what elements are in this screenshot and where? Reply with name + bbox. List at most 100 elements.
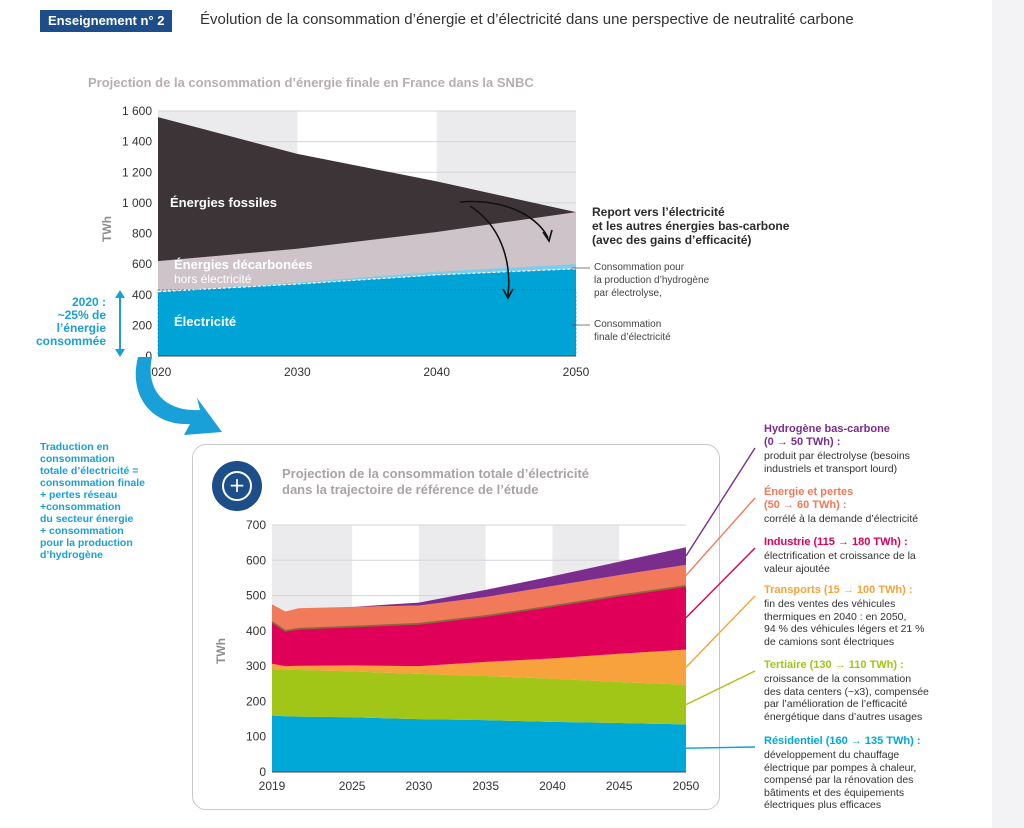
left-note-line: consommée: [35, 334, 106, 348]
note-line: consommation: [40, 453, 115, 465]
legend-desc-line: électrique par pompes à chaleur,: [764, 761, 917, 774]
legend-desc-line: corrélé à la demande d’électricité: [764, 513, 919, 525]
chart1-y-tick: 1 200: [122, 165, 152, 179]
note-line: pour la production: [40, 537, 133, 549]
note-line: + consommation: [40, 525, 124, 537]
chart2-y-tick: 500: [246, 589, 266, 603]
legend-desc-line: valeur ajoutée: [764, 562, 830, 575]
note-line: Traduction en: [40, 441, 109, 453]
legend-desc-line: des data centers (~x3), compensée: [764, 685, 929, 698]
chart1-x-tick: 2050: [563, 365, 590, 379]
legend-leader-3: [685, 595, 756, 668]
legend-title: Transports (15 → 100 TWh) :: [764, 584, 913, 597]
label-electricite: Électricité: [174, 314, 237, 329]
chart2-area-Énergie et pertes: [272, 564, 686, 631]
legend-title-line: (50 → 60 TWh) :: [764, 499, 847, 511]
legend-desc-line: fin des ventes des véhicules: [764, 598, 896, 610]
chart2-x-tick: 2019: [259, 779, 286, 793]
chart1-left-note: 2020 : ~25% de l’énergie consommée: [20, 296, 106, 348]
legend-desc-line: croissance de la consommation: [764, 673, 912, 685]
chart1-y-tick: 1 600: [122, 104, 152, 118]
legend-title: Tertiaire (130 → 110 TWh) :: [764, 659, 904, 672]
chart1-y-tick: 0: [145, 349, 152, 363]
chart2-title-line: Projection de la consommation totale d’é…: [282, 466, 590, 481]
annotation-report: Report vers l’électricité et les autres …: [592, 205, 789, 247]
chart2-x-tick: 2030: [406, 779, 433, 793]
legend-desc-line: thermiques en 2040 : en 2050,: [764, 610, 907, 623]
left-note-line: l’énergie: [56, 321, 106, 335]
chart2-x-tick: 2035: [472, 779, 499, 793]
annotation-line: Report vers l’électricité: [592, 205, 725, 219]
legend-leader-2: [685, 547, 756, 619]
legend-desc: développement du chauffage électrique par…: [764, 749, 916, 812]
chart2-area-Industrie: [272, 586, 686, 667]
legend-leader-4: [685, 670, 756, 706]
chart2-x-tick: 2025: [339, 779, 366, 793]
legend-title-line: Industrie (115 → 180 TWh) :: [764, 536, 908, 548]
chart2-y-tick: 700: [246, 518, 266, 532]
annotation-line: finale d’électricité: [594, 332, 671, 343]
chart1-y-tick: 200: [132, 318, 152, 332]
note-line: consommation finale: [40, 477, 146, 489]
legend-desc-line: électrification et croissance de la: [764, 550, 916, 562]
legend-desc: fin des ventes des véhicules thermiques e…: [764, 598, 925, 648]
legend-title: Industrie (115 → 180 TWh) :: [764, 536, 908, 549]
chart1-y-tick: 600: [132, 257, 152, 271]
chart2-area-Résidentiel: [272, 715, 686, 772]
chart1-x-tick: 2020: [145, 365, 172, 379]
chart2-title-line: dans la trajectoire de référence de l’ét…: [282, 482, 539, 497]
legend-title-line: Résidentiel (160 → 135 TWh) :: [764, 735, 921, 747]
legend-desc-line: énergétique dans d’autres usages: [764, 710, 923, 723]
chart1-y-tick: 400: [132, 288, 152, 302]
note-line: totale d’électricité =: [40, 465, 139, 477]
legend-desc-line: industriels et transport lourd): [764, 462, 898, 475]
arrow-head-2: [502, 288, 514, 300]
note-line: d’hydrogène: [40, 549, 104, 561]
page-edge-strip: [992, 0, 1024, 828]
legend-title: Énergie et pertes (50 → 60 TWh) :: [764, 486, 853, 512]
legend-desc: corrélé à la demande d’électricité: [764, 513, 918, 526]
chart2-left-note: Traduction en consommation totale d’élec…: [40, 441, 145, 561]
left-note-line: 2020 :: [71, 295, 106, 309]
chart2-y-tick: 100: [246, 730, 266, 744]
chart1-x-tick: 2030: [284, 365, 311, 379]
chart2-industrie-line: [271, 585, 687, 632]
legend-leader-1: [685, 497, 756, 576]
label-decarbonees: Énergies décarbonées: [174, 257, 313, 272]
legend-title: Résidentiel (160 → 135 TWh) :: [764, 735, 920, 748]
chart2-y-tick: 600: [246, 553, 266, 567]
zoom-button[interactable]: +: [212, 461, 262, 511]
legend-desc: produit par électrolyse (besoins industri…: [764, 450, 910, 475]
legend-title: Hydrogène bas-carbone (0 → 50 TWh) :: [764, 423, 890, 449]
chart2-title: Projection de la consommation totale d’é…: [282, 466, 589, 498]
label-fossiles: Énergies fossiles: [170, 195, 277, 210]
lesson-badge: Enseignement n° 2: [40, 10, 173, 32]
chart1-y-tick: 800: [132, 227, 152, 241]
chart2-x-tick: 2050: [673, 779, 700, 793]
chart1-y-tick: 1 000: [122, 196, 152, 210]
label-hors-electricite: hors électricité: [174, 272, 252, 286]
annotation-line: par électrolyse,: [594, 288, 662, 299]
chart2-y-tick: 0: [259, 765, 266, 779]
legend-title-line: Énergie et pertes: [764, 486, 854, 498]
annotation-line: (avec des gains d’efficacité): [592, 233, 752, 247]
legend-desc-line: bâtiments et des équipements: [764, 786, 905, 799]
chart2-x-tick: 2040: [539, 779, 566, 793]
left-bracket-down: [115, 349, 125, 357]
chart2-y-tick: 200: [246, 694, 266, 708]
chart2-y-tick: 400: [246, 624, 266, 638]
legend-desc-line: développement du chauffage: [764, 749, 900, 761]
legend-title-line: Transports (15 → 100 TWh) :: [764, 584, 913, 596]
chart1-area-hydrogene: [158, 264, 576, 292]
legend-desc: électrification et croissance de la valeu…: [764, 550, 916, 575]
plus-icon: +: [222, 471, 252, 501]
legend-desc-line: électriques plus efficaces: [764, 799, 882, 811]
note-line: +consommation: [40, 501, 121, 513]
chart1-title: Projection de la consommation d’énergie …: [88, 75, 534, 90]
left-note-line: ~25% de: [57, 308, 106, 322]
legend-title-line: Tertiaire (130 → 110 TWh) :: [764, 659, 904, 671]
chart2-x-tick: 2045: [606, 779, 633, 793]
annotation-line: la production d’hydrogène: [594, 275, 710, 286]
